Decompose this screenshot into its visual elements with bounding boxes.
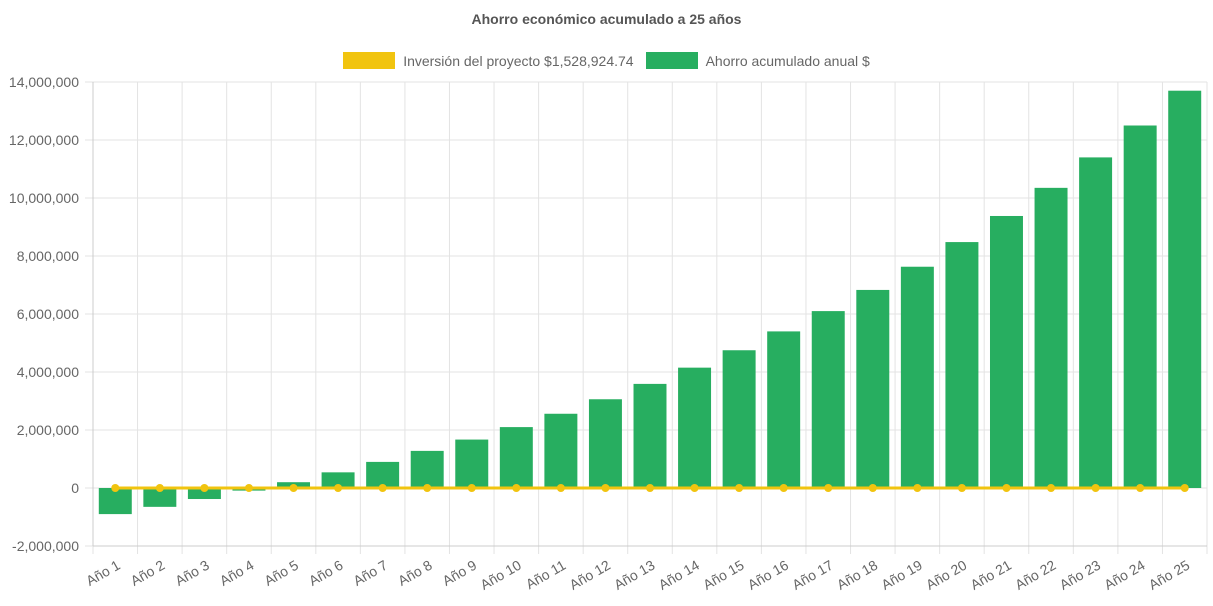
x-tick-label: Año 6 — [306, 557, 346, 589]
investment-point-24 — [1136, 484, 1145, 492]
x-tick-label: Año 19 — [878, 557, 925, 593]
investment-point-19 — [913, 484, 922, 492]
legend-label-investment: Inversión del proyecto $1,528,924.74 — [403, 52, 634, 69]
axis-layer: 14,000,000 12,000,000 10,000,000 8,000,000 6… — [9, 74, 1207, 593]
x-tick-label: Año 13 — [611, 557, 658, 593]
bar-14 — [678, 367, 712, 488]
x-tick-label: Año 2 — [128, 557, 168, 589]
bar-8 — [410, 450, 444, 488]
investment-point-4 — [244, 484, 253, 492]
y-tick-label: 0 — [71, 480, 79, 496]
bar-23 — [1079, 157, 1113, 488]
x-tick-label: Año 24 — [1101, 557, 1148, 593]
legend-item-investment[interactable]: Inversión del proyecto $1,528,924.74 — [343, 52, 634, 69]
bar-25 — [1168, 90, 1202, 488]
y-tick-label: 2,000,000 — [17, 422, 79, 438]
bar-2 — [143, 488, 177, 507]
x-tick-label: Año 1 — [83, 557, 123, 589]
investment-point-1 — [111, 484, 120, 492]
line-layer — [111, 484, 1189, 492]
bar-24 — [1123, 125, 1157, 488]
legend-item-savings[interactable]: Ahorro acumulado anual $ — [645, 52, 870, 69]
investment-point-6 — [334, 484, 343, 492]
bar-3 — [187, 488, 221, 500]
bar-6 — [321, 472, 355, 488]
investment-point-3 — [200, 484, 209, 492]
bar-1 — [98, 488, 132, 515]
bar-layer — [98, 90, 1202, 515]
investment-point-5 — [289, 484, 298, 492]
y-tick-label: -2,000,000 — [12, 538, 79, 554]
x-tick-label: Año 7 — [350, 557, 390, 589]
bar-10 — [499, 427, 533, 488]
y-tick-label: 10,000,000 — [9, 190, 79, 206]
bar-17 — [811, 311, 845, 488]
x-tick-label: Año 21 — [968, 557, 1015, 593]
x-tick-label: Año 22 — [1012, 557, 1059, 593]
x-tick-label: Año 20 — [923, 557, 970, 593]
x-tick-label: Año 5 — [261, 557, 301, 589]
x-tick-label: Año 11 — [523, 557, 569, 593]
bar-15 — [722, 350, 756, 488]
bar-11 — [544, 413, 578, 488]
legend: Inversión del proyecto $1,528,924.74 Aho… — [0, 52, 1213, 69]
x-tick-label: Año 12 — [567, 557, 614, 593]
y-tick-label: 12,000,000 — [9, 132, 79, 148]
investment-point-8 — [423, 484, 432, 492]
x-tick-label: Año 4 — [217, 557, 257, 589]
y-tick-label: 4,000,000 — [17, 364, 79, 380]
investment-point-17 — [824, 484, 833, 492]
bar-18 — [856, 289, 890, 488]
investment-point-14 — [690, 484, 699, 492]
investment-point-22 — [1047, 484, 1056, 492]
x-tick-label: Año 25 — [1146, 557, 1193, 593]
investment-point-9 — [467, 484, 476, 492]
y-tick-label: 8,000,000 — [17, 248, 79, 264]
grid-layer — [85, 81, 1208, 554]
legend-label-savings: Ahorro acumulado anual $ — [705, 52, 870, 69]
investment-point-10 — [512, 484, 521, 492]
investment-point-25 — [1180, 484, 1189, 492]
bar-7 — [366, 461, 400, 488]
x-tick-label: Año 23 — [1057, 557, 1104, 593]
bar-22 — [1034, 187, 1068, 488]
bar-16 — [767, 331, 801, 488]
investment-point-15 — [735, 484, 744, 492]
x-tick-label: Año 8 — [395, 557, 435, 589]
x-tick-label: Año 9 — [440, 557, 480, 589]
investment-point-2 — [155, 484, 164, 492]
investment-point-13 — [646, 484, 654, 492]
investment-point-16 — [779, 484, 788, 492]
x-tick-label: Año 16 — [745, 557, 792, 593]
y-tick-label: 6,000,000 — [17, 306, 79, 322]
x-tick-label: Año 17 — [789, 557, 836, 593]
x-tick-label: Año 10 — [477, 557, 524, 593]
bar-20 — [945, 242, 979, 488]
x-tick-label: Año 14 — [656, 557, 703, 593]
bar-13 — [633, 383, 667, 488]
y-tick-label: 14,000,000 — [9, 74, 79, 90]
investment-point-21 — [1002, 484, 1011, 492]
x-tick-label: Año 3 — [172, 557, 212, 589]
bar-9 — [455, 439, 489, 488]
legend-swatch-savings — [645, 52, 698, 69]
investment-point-23 — [1091, 484, 1100, 492]
investment-point-20 — [957, 484, 966, 492]
investment-point-12 — [601, 484, 610, 492]
bar-12 — [588, 399, 622, 488]
bar-21 — [989, 215, 1023, 489]
investment-point-11 — [556, 484, 565, 492]
investment-point-18 — [868, 484, 877, 492]
legend-swatch-investment — [343, 52, 396, 69]
chart-title: Ahorro económico acumulado a 25 años — [471, 11, 742, 27]
x-tick-label: Año 18 — [834, 557, 881, 593]
bar-19 — [900, 266, 934, 488]
x-tick-label: Año 15 — [700, 557, 747, 593]
investment-point-7 — [378, 484, 387, 492]
